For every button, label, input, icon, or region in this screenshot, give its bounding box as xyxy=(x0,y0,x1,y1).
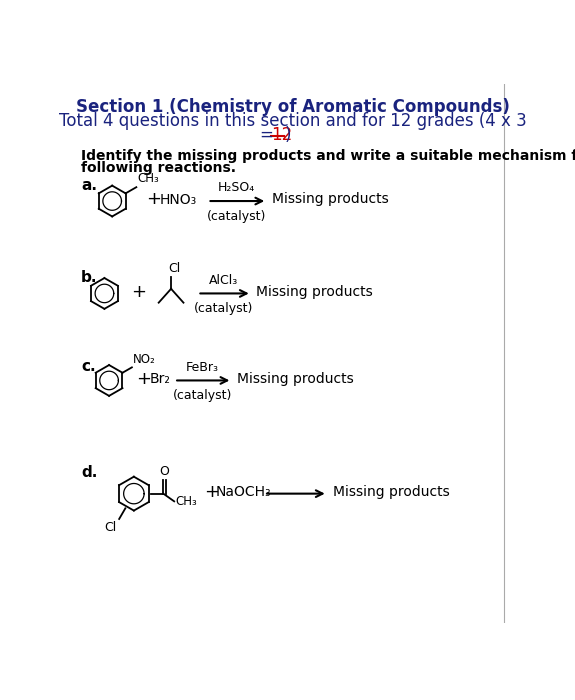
Text: 12: 12 xyxy=(271,125,292,144)
Text: =: = xyxy=(260,125,279,144)
Text: c.: c. xyxy=(81,359,96,374)
Text: +: + xyxy=(204,483,218,501)
Text: a.: a. xyxy=(81,178,97,193)
Text: Missing products: Missing products xyxy=(272,193,389,206)
Text: FeBr₃: FeBr₃ xyxy=(186,360,218,374)
Text: Identify the missing products and write a suitable mechanism for the: Identify the missing products and write … xyxy=(81,150,575,164)
Text: Section 1 (Chemistry of Aromatic Compounds): Section 1 (Chemistry of Aromatic Compoun… xyxy=(76,98,509,116)
Text: Missing products: Missing products xyxy=(333,485,450,499)
Text: +: + xyxy=(146,190,161,209)
Text: O: O xyxy=(159,466,169,478)
Text: Br₂: Br₂ xyxy=(150,372,170,386)
Text: Cl: Cl xyxy=(104,521,116,533)
Text: Total 4 questions in this section and for 12 grades (4 x 3: Total 4 questions in this section and fo… xyxy=(59,112,527,130)
Text: CH₃: CH₃ xyxy=(137,172,159,185)
Text: Missing products: Missing products xyxy=(256,285,373,299)
Text: b.: b. xyxy=(81,270,98,286)
Text: Cl: Cl xyxy=(168,262,180,275)
Text: (catalyst): (catalyst) xyxy=(206,209,266,223)
Text: d.: d. xyxy=(81,466,98,480)
Text: Missing products: Missing products xyxy=(237,372,354,386)
Text: (catalyst): (catalyst) xyxy=(172,389,232,402)
Text: ): ) xyxy=(285,125,292,144)
Text: H₂SO₄: H₂SO₄ xyxy=(217,181,255,194)
Text: NaOCH₃: NaOCH₃ xyxy=(216,485,271,499)
Text: HNO₃: HNO₃ xyxy=(159,193,197,206)
Text: +: + xyxy=(136,370,151,388)
Text: (catalyst): (catalyst) xyxy=(194,302,254,315)
Text: NO₂: NO₂ xyxy=(133,353,155,366)
Text: +: + xyxy=(131,283,146,301)
Text: following reactions.: following reactions. xyxy=(81,161,236,175)
Text: CH₃: CH₃ xyxy=(175,495,197,508)
Text: AlCl₃: AlCl₃ xyxy=(209,274,239,286)
